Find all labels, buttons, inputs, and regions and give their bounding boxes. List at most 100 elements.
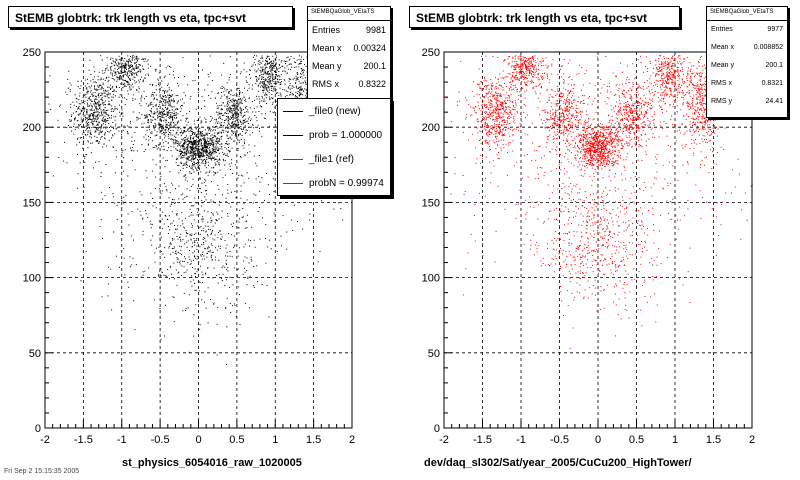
point (214, 150, 216, 152)
point (271, 60, 272, 62)
point (236, 94, 238, 96)
point (192, 148, 194, 150)
point (158, 82, 160, 84)
point (230, 223, 232, 225)
point (190, 96, 192, 97)
point (227, 267, 229, 269)
point (218, 150, 219, 151)
point (199, 116, 201, 118)
point (498, 84, 500, 86)
point (159, 85, 161, 87)
point (478, 121, 480, 123)
point (156, 131, 158, 133)
point (239, 106, 241, 108)
point (103, 109, 105, 111)
point (155, 85, 157, 87)
point (192, 147, 194, 148)
point (202, 221, 204, 223)
point (126, 131, 128, 132)
point (500, 77, 502, 79)
point (297, 73, 299, 75)
point (102, 88, 104, 90)
point (253, 193, 255, 195)
point (124, 68, 125, 70)
point (168, 137, 170, 139)
point (491, 89, 493, 90)
point (485, 107, 487, 108)
point (74, 118, 75, 120)
point (189, 146, 191, 148)
point (509, 73, 511, 75)
point (197, 211, 199, 213)
point (118, 67, 120, 69)
point (135, 57, 137, 59)
point (191, 167, 193, 169)
point (304, 88, 306, 90)
point (214, 239, 216, 241)
point (206, 155, 208, 156)
point (173, 98, 175, 100)
point (302, 90, 304, 92)
point (273, 83, 275, 84)
point (178, 141, 180, 143)
point (97, 116, 98, 118)
point (505, 97, 507, 99)
point (98, 105, 99, 107)
point (187, 129, 189, 131)
point (508, 142, 510, 144)
point (122, 97, 123, 99)
point (235, 315, 237, 317)
point (242, 208, 244, 209)
point (231, 124, 233, 126)
point (201, 205, 203, 207)
point (169, 205, 171, 207)
point (227, 270, 229, 272)
point (266, 89, 268, 91)
point (268, 96, 270, 98)
point (201, 299, 203, 301)
point (99, 129, 101, 131)
point (285, 90, 287, 92)
point (497, 104, 499, 106)
point (217, 159, 219, 161)
point (231, 138, 233, 140)
point (153, 113, 155, 115)
point (510, 94, 512, 95)
point (504, 100, 505, 102)
point (195, 135, 197, 137)
point (198, 168, 200, 170)
point (486, 132, 488, 134)
point (102, 198, 104, 200)
point (196, 141, 197, 143)
point (215, 141, 217, 142)
point (217, 184, 219, 186)
point (237, 109, 239, 111)
point (508, 144, 510, 146)
point (141, 194, 143, 196)
point (164, 90, 166, 92)
point (523, 57, 525, 59)
point (519, 70, 521, 72)
point (203, 146, 205, 148)
point (221, 267, 223, 269)
point (507, 121, 508, 123)
point (221, 95, 223, 97)
point (87, 104, 89, 106)
point (279, 84, 281, 85)
point (271, 79, 273, 81)
point (188, 166, 190, 168)
point (495, 116, 497, 118)
point (118, 63, 120, 65)
point (223, 102, 224, 104)
point (267, 62, 269, 64)
point (240, 101, 242, 103)
point (197, 167, 199, 169)
point (120, 58, 122, 60)
point (113, 64, 115, 66)
point (181, 139, 183, 141)
point (159, 268, 161, 270)
point (191, 147, 193, 148)
point (490, 131, 492, 133)
point (183, 146, 185, 147)
point (189, 159, 191, 161)
